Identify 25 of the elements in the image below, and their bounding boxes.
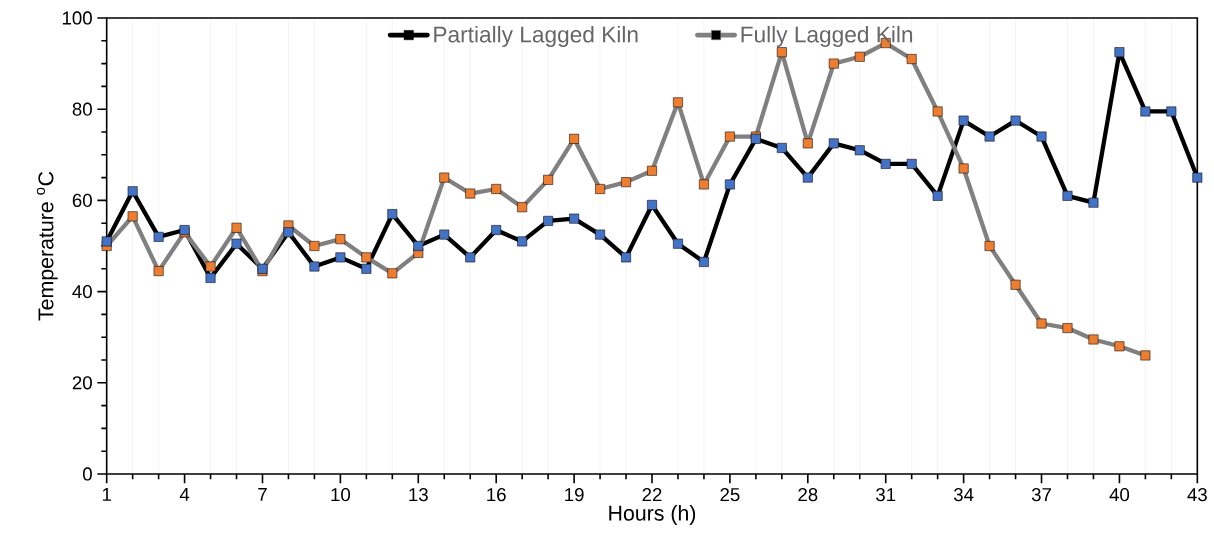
y-tick-label: 20 [72, 376, 92, 390]
x-axis-title: Hours (h) [609, 505, 696, 525]
x-tick-label: 1 [102, 488, 111, 501]
x-tick-label: 13 [409, 488, 428, 502]
x-tick-label: 28 [798, 488, 818, 502]
x-tick-label: 37 [1031, 488, 1051, 502]
x-tick-label: 7 [258, 488, 267, 501]
y-tick-label: 60 [72, 193, 92, 208]
y-tick-label: 40 [72, 284, 92, 299]
x-tick-label: 40 [1109, 488, 1130, 502]
x-tick-label: 4 [179, 488, 190, 501]
x-tick-label: 22 [642, 488, 662, 502]
x-tick-label: 19 [565, 488, 584, 502]
legend-label: Fully Lagged Kiln [741, 25, 913, 48]
x-tick-label: 16 [487, 488, 506, 502]
x-tick-label: 34 [953, 488, 974, 502]
x-tick-label: 31 [876, 488, 896, 502]
legend-label: Partially Lagged Kiln [434, 25, 638, 48]
y-axis-title: Temperature $^{o}$C [36, 171, 58, 321]
x-tick-label: 10 [331, 488, 351, 502]
y-tick-label: 80 [72, 102, 92, 116]
y-tick-label: 0 [82, 467, 92, 481]
y-tick-label: 100 [62, 11, 92, 25]
x-tick-label: 43 [1187, 488, 1207, 502]
x-tick-label: 25 [720, 488, 740, 502]
